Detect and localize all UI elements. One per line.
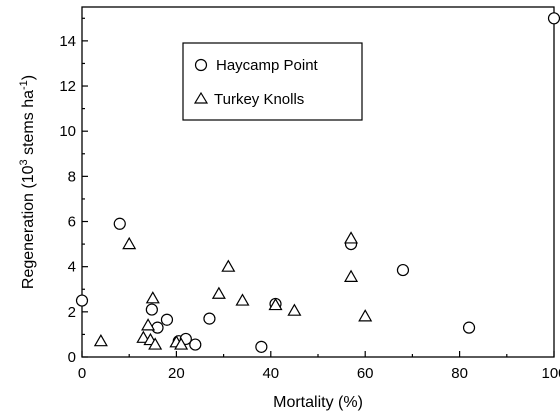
point-turkey-knolls-0: [93, 333, 108, 347]
y-tick-label-6: 6: [68, 214, 76, 231]
point-haycamp-point-13: [462, 321, 476, 334]
point-haycamp-point-4: [160, 313, 174, 326]
legend-box: [182, 42, 363, 121]
point-haycamp-point-2: [145, 303, 158, 316]
point-turkey-knolls-10: [221, 259, 236, 272]
y-axis-title-part1: Regeneration (10: [20, 165, 37, 289]
y-axis-title-part2: stems ha: [20, 90, 37, 159]
y-axis-ticks: 0 2 4 6 8 10 12 14: [59, 17, 88, 366]
point-haycamp-point-9: [255, 340, 268, 353]
point-turkey-knolls-1: [122, 236, 137, 250]
legend-label-turkey-knolls: Turkey Knolls: [214, 91, 304, 108]
y-tick-label-2: 2: [68, 304, 76, 321]
x-axis-ticks: 0 20 40 60 80 100: [78, 351, 560, 382]
point-haycamp-point-8: [203, 312, 216, 325]
point-turkey-knolls-5: [145, 291, 160, 304]
y-tick-label-4: 4: [68, 259, 76, 276]
y-tick-label-10: 10: [59, 123, 76, 140]
y-axis-title-part3: ): [20, 75, 37, 80]
point-turkey-knolls-15: [344, 269, 359, 282]
x-tick-label-20: 20: [168, 365, 185, 382]
x-tick-label-80: 80: [451, 365, 468, 382]
point-haycamp-point-3: [151, 321, 164, 334]
x-axis-title: Mortality (%): [273, 394, 363, 411]
legend: Haycamp Point Turkey Knolls: [182, 42, 363, 121]
point-haycamp-point-12: [396, 263, 410, 277]
point-turkey-knolls-12: [268, 297, 283, 311]
y-tick-label-0: 0: [68, 349, 76, 366]
x-tick-label-60: 60: [357, 365, 374, 382]
y-tick-label-8: 8: [68, 168, 76, 185]
y-tick-label-12: 12: [59, 78, 76, 95]
point-turkey-knolls-16: [358, 309, 373, 322]
point-haycamp-point-1: [113, 217, 126, 230]
point-haycamp-point-14: [547, 12, 560, 25]
y-axis-title: Regeneration (103 stems ha-1): [18, 75, 37, 289]
x-tick-label-100: 100: [541, 365, 560, 382]
point-turkey-knolls-8: [174, 337, 189, 350]
data-points: [75, 12, 560, 353]
x-tick-label-40: 40: [262, 365, 279, 382]
point-turkey-knolls-14: [344, 231, 359, 244]
y-axis-title-sup2: -1: [18, 80, 30, 90]
point-turkey-knolls-9: [211, 286, 226, 299]
legend-label-haycamp-point: Haycamp Point: [216, 57, 319, 74]
point-haycamp-point-0: [75, 294, 89, 307]
y-axis-title-sup1: 3: [18, 159, 30, 165]
point-turkey-knolls-13: [287, 303, 302, 316]
point-turkey-knolls-3: [141, 318, 156, 331]
legend-marker-haycamp-point: [194, 58, 208, 72]
point-turkey-knolls-11: [235, 293, 250, 306]
x-tick-label-0: 0: [78, 365, 86, 382]
point-haycamp-point-7: [189, 338, 202, 351]
legend-marker-turkey-knolls: [193, 91, 209, 104]
point-turkey-knolls-2: [136, 330, 151, 343]
y-tick-label-14: 14: [59, 33, 76, 50]
point-turkey-knolls-6: [148, 337, 163, 350]
